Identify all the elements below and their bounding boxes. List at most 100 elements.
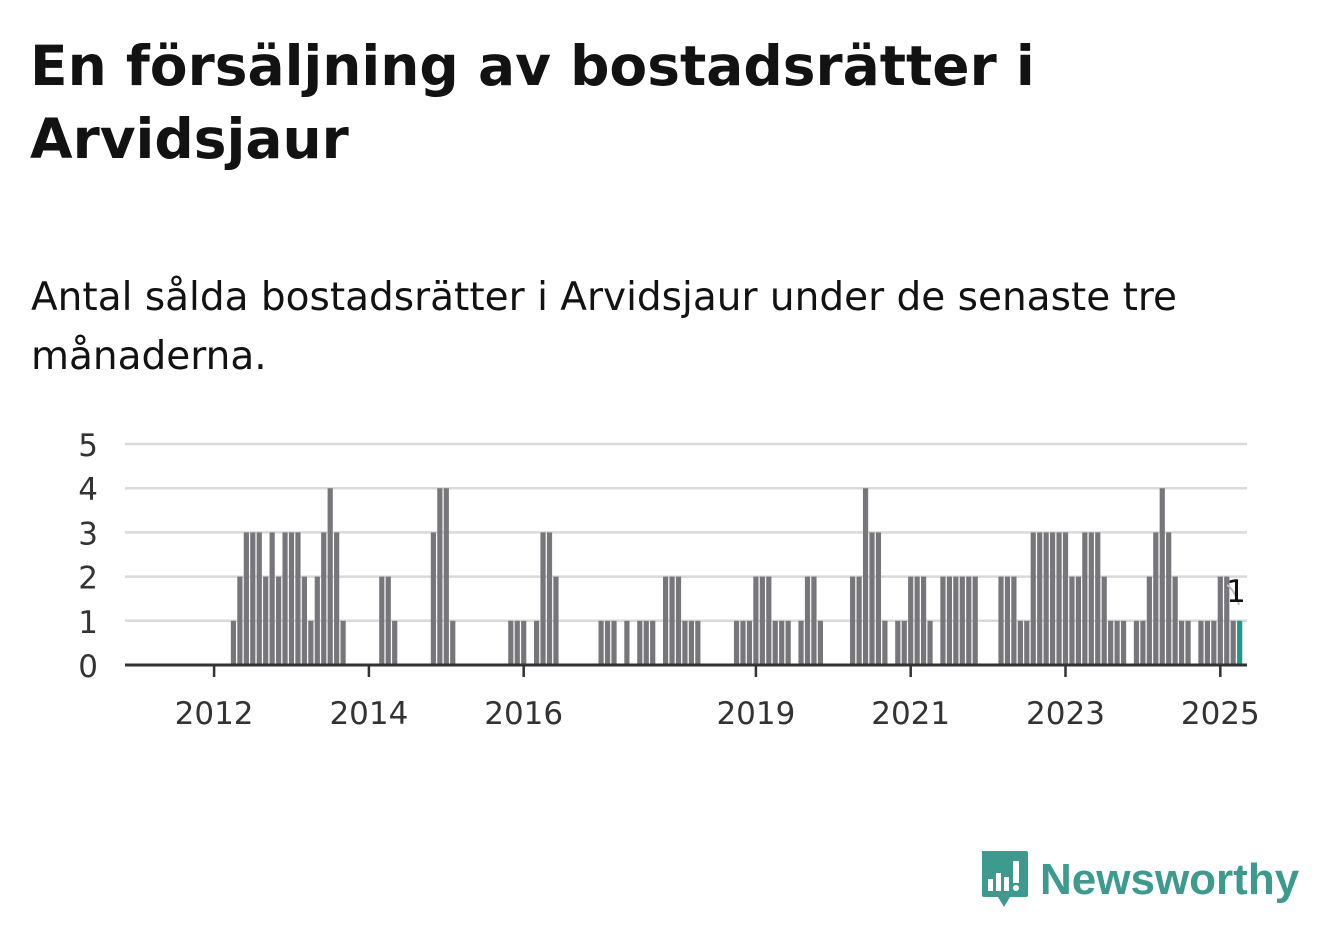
bar <box>1153 532 1159 665</box>
bar <box>334 532 340 665</box>
bar <box>869 532 875 665</box>
bar <box>269 532 275 665</box>
x-tick-label: 2019 <box>716 696 795 732</box>
bar <box>875 532 882 665</box>
chart-subtitle: Antal sålda bostadsrätter i Arvidsjaur u… <box>31 275 1178 379</box>
bar <box>1043 532 1049 665</box>
bar <box>753 576 759 665</box>
bar <box>998 576 1004 665</box>
bar <box>972 576 978 665</box>
bar <box>1037 532 1043 665</box>
bar <box>946 576 952 665</box>
bar <box>1088 532 1094 665</box>
bar <box>856 576 862 665</box>
y-tick-label: 1 <box>78 605 98 641</box>
bar <box>508 620 514 665</box>
bar <box>1056 532 1062 665</box>
bar <box>598 620 604 665</box>
bar-chart: 0 1 2 3 4 5 2012 2014 2016 2019 2021 2023 2025 1 <box>78 428 1260 732</box>
bar <box>1224 576 1230 665</box>
bar <box>1114 620 1120 665</box>
bar <box>392 620 398 665</box>
bar <box>546 532 553 665</box>
bar <box>385 576 391 665</box>
newsworthy-logo-icon <box>982 851 1028 907</box>
bar <box>1159 488 1165 665</box>
bar <box>288 532 295 665</box>
highlighted-bar <box>1237 620 1243 665</box>
value-labels: 1 <box>1226 574 1246 610</box>
bar <box>256 532 262 665</box>
bar <box>604 620 611 665</box>
bar <box>295 532 301 665</box>
bar <box>1024 620 1030 665</box>
bar <box>740 620 746 665</box>
bar <box>1017 620 1023 665</box>
bar <box>1217 576 1223 665</box>
bar <box>1166 532 1172 665</box>
bar <box>675 576 682 665</box>
bar <box>540 532 546 665</box>
bar <box>1082 532 1088 665</box>
bar <box>746 620 753 665</box>
bar <box>1120 620 1127 665</box>
bar <box>243 532 249 665</box>
newsworthy-logo: Newsworthy <box>980 850 1299 910</box>
bar <box>914 576 920 665</box>
bar <box>624 620 630 665</box>
x-tick-label: 2025 <box>1181 696 1260 732</box>
last-value-label: 1 <box>1226 574 1246 610</box>
bar <box>327 488 333 665</box>
chart-title: En försäljning av bostadsrätter i Arvids… <box>30 34 1035 171</box>
bar <box>379 576 385 665</box>
bar <box>1011 576 1017 665</box>
bar <box>669 576 675 665</box>
bar <box>1004 576 1011 665</box>
bar <box>553 576 559 665</box>
bar <box>340 620 346 665</box>
bar <box>1108 620 1114 665</box>
bar <box>521 620 527 665</box>
bar <box>1185 620 1191 665</box>
bar <box>321 532 327 665</box>
x-axis <box>125 663 1247 677</box>
y-tick-label: 4 <box>78 472 98 508</box>
bar <box>1069 576 1075 665</box>
bar <box>953 576 959 665</box>
bar <box>650 620 656 665</box>
bar <box>772 620 778 665</box>
bar <box>443 488 449 665</box>
bar <box>301 576 307 665</box>
bar <box>850 576 856 665</box>
bar <box>314 576 320 665</box>
bar <box>643 620 649 665</box>
y-tick-label: 0 <box>78 649 98 685</box>
bar <box>785 620 791 665</box>
bar <box>811 576 817 665</box>
bar <box>1179 620 1185 665</box>
bar <box>921 576 927 665</box>
bar <box>759 576 765 665</box>
x-tick-label: 2021 <box>871 696 950 732</box>
bar <box>882 620 888 665</box>
bar <box>282 532 288 665</box>
bar <box>779 620 785 665</box>
bar <box>250 532 256 665</box>
bar <box>688 620 694 665</box>
x-tick-label: 2016 <box>484 696 563 732</box>
y-tick-label: 2 <box>78 561 98 597</box>
bar <box>230 620 237 665</box>
x-tick-label: 2014 <box>329 696 408 732</box>
bar <box>611 620 617 665</box>
bar <box>1075 576 1081 665</box>
bar <box>237 576 243 665</box>
bar <box>908 576 914 665</box>
bar <box>1230 620 1236 665</box>
bar <box>1095 532 1101 665</box>
bar <box>637 620 643 665</box>
bar <box>1062 532 1069 665</box>
bar <box>1050 532 1056 665</box>
bar <box>1211 620 1217 665</box>
bar <box>901 620 907 665</box>
bar <box>862 488 869 665</box>
